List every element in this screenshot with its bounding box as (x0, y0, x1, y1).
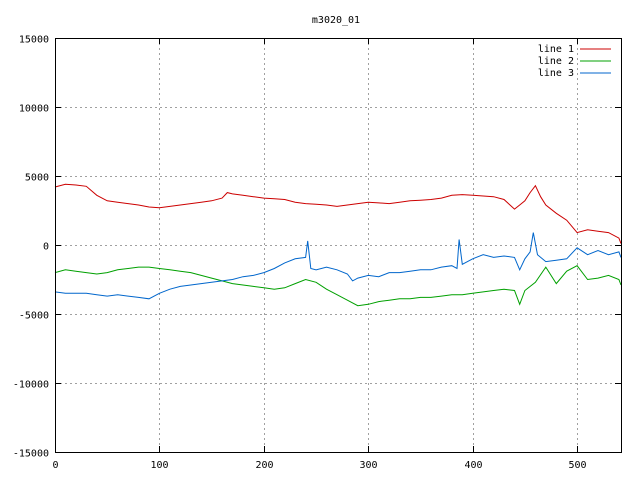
y-tick-label: -10000 (13, 380, 49, 391)
axis-ticks: 0 100 200 300 400 500 -15000 -10000 -5000 0 5000 10… (13, 35, 621, 471)
x-tick-label: 400 (464, 460, 482, 471)
x-tick-label: 200 (255, 460, 273, 471)
y-tick-label: 0 (43, 242, 49, 253)
chart-title: m3020_01 (312, 15, 360, 26)
legend-label-1: line 1 (538, 44, 574, 55)
y-tick-label: 10000 (19, 104, 49, 115)
y-tick-label: -5000 (19, 311, 49, 322)
x-tick-label: 100 (150, 460, 168, 471)
series-line-3 (54, 232, 622, 300)
y-tick-label: 15000 (19, 35, 49, 46)
grid (55, 38, 621, 452)
y-tick-label: -15000 (13, 449, 49, 460)
legend-label-2: line 2 (538, 56, 574, 67)
series-line-2 (54, 265, 622, 307)
y-tick-label: 5000 (25, 173, 49, 184)
x-tick-label: 0 (52, 460, 58, 471)
x-tick-label: 500 (568, 460, 586, 471)
series-group (54, 183, 622, 307)
legend-label-3: line 3 (538, 68, 574, 79)
x-tick-label: 300 (359, 460, 377, 471)
series-line-1 (54, 183, 622, 244)
